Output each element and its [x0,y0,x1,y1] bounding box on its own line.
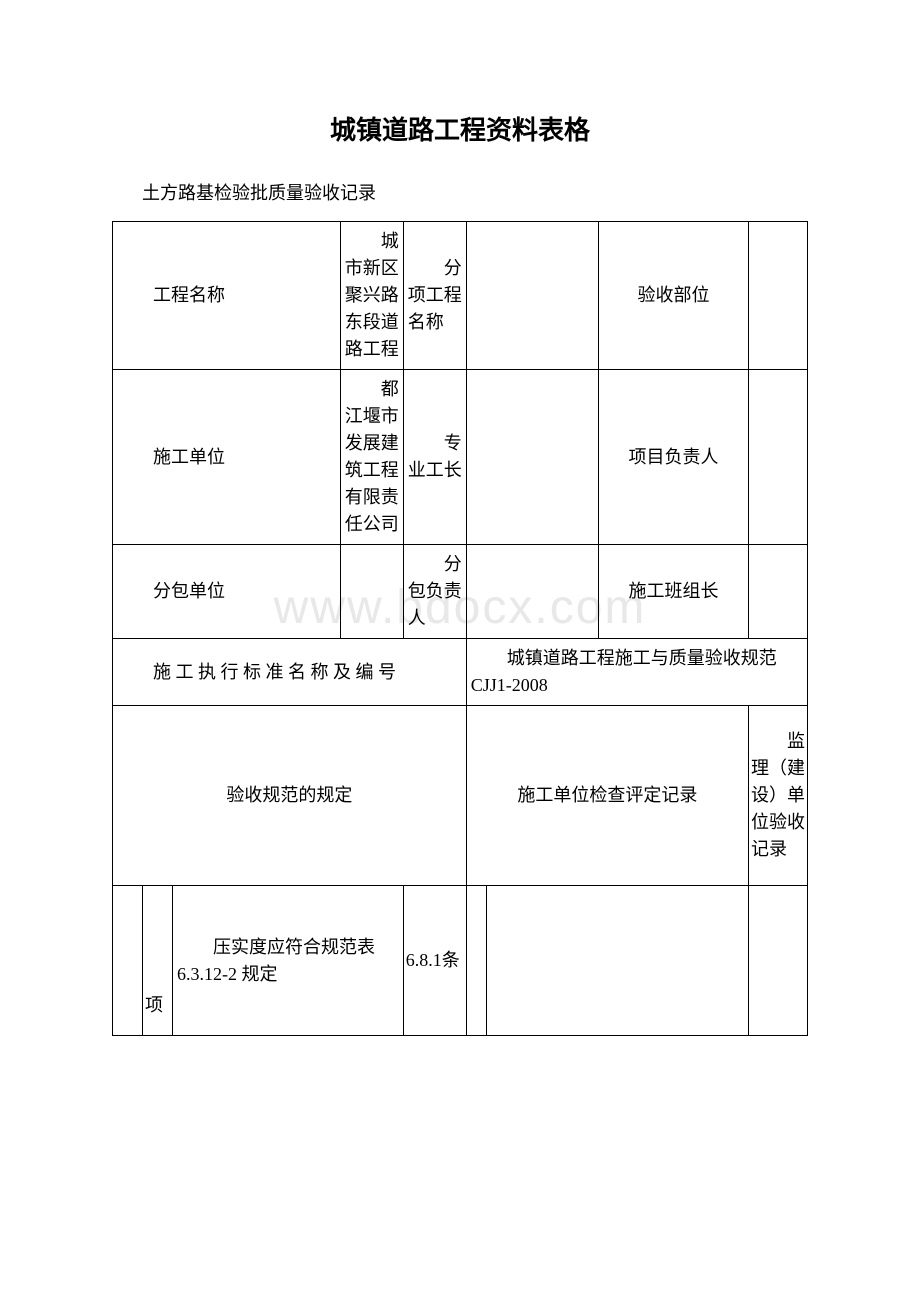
value-construction-unit: 都江堰市发展建筑工程有限责任公司 [340,370,403,545]
header-spec-rules: 验收规范的规定 [113,706,467,886]
value-subcontract-unit [340,545,403,639]
row-headers: 验收规范的规定 施工单位检查评定记录 监理（建设）单位验收记录 [113,706,808,886]
label-acceptance-location: 验收部位 [599,222,749,370]
value-subcontract-leader [466,545,598,639]
cell-clause-ref: 6.8.1条 [403,886,466,1036]
row-standard: 施 工 执 行 标 准 名 称 及 编 号 城镇道路工程施工与质量验收规范 CJ… [113,639,808,706]
header-construction-record: 施工单位检查评定记录 [466,706,748,886]
label-team-leader: 施工班组长 [599,545,749,639]
label-standard: 施 工 执 行 标 准 名 称 及 编 号 [113,639,467,706]
cell-compaction-desc: 压实度应符合规范表 6.3.12-2 规定 [173,886,404,1036]
label-foreman: 专业工长 [403,370,466,545]
cell-empty-1 [113,886,143,1036]
value-subitem-name [466,222,598,370]
value-project-leader [749,370,808,545]
value-acceptance-location [749,222,808,370]
cell-check-3 [749,886,808,1036]
document-subtitle: 土方路基检验批质量验收记录 [142,179,808,205]
value-standard: 城镇道路工程施工与质量验收规范 CJJ1-2008 [466,639,807,706]
label-item-side: 项 [143,886,173,1036]
label-project-name: 工程名称 [113,222,341,370]
value-project-name: 城市新区聚兴路东段道路工程 [340,222,403,370]
cell-check-1 [466,886,486,1036]
page-content: 城镇道路工程资料表格 土方路基检验批质量验收记录 工程名称 城市新区聚兴路东段道… [0,0,920,1076]
row-construction-unit: 施工单位 都江堰市发展建筑工程有限责任公司 专业工长 项目负责人 [113,370,808,545]
row-subcontract-unit: 分包单位 分包负责人 施工班组长 [113,545,808,639]
label-subitem-name: 分项工程名称 [403,222,466,370]
label-construction-unit: 施工单位 [113,370,341,545]
row-project-name: 工程名称 城市新区聚兴路东段道路工程 分项工程名称 验收部位 [113,222,808,370]
main-table: 工程名称 城市新区聚兴路东段道路工程 分项工程名称 验收部位 施工单位 都江堰市… [112,221,808,1036]
cell-check-2 [486,886,748,1036]
label-project-leader: 项目负责人 [599,370,749,545]
header-supervision-record: 监理（建设）单位验收记录 [749,706,808,886]
label-subcontract-leader: 分包负责人 [403,545,466,639]
label-subcontract-unit: 分包单位 [113,545,341,639]
value-team-leader [749,545,808,639]
value-foreman [466,370,598,545]
row-item-1: 项 压实度应符合规范表 6.3.12-2 规定 6.8.1条 [113,886,808,1036]
document-title: 城镇道路工程资料表格 [112,110,808,147]
